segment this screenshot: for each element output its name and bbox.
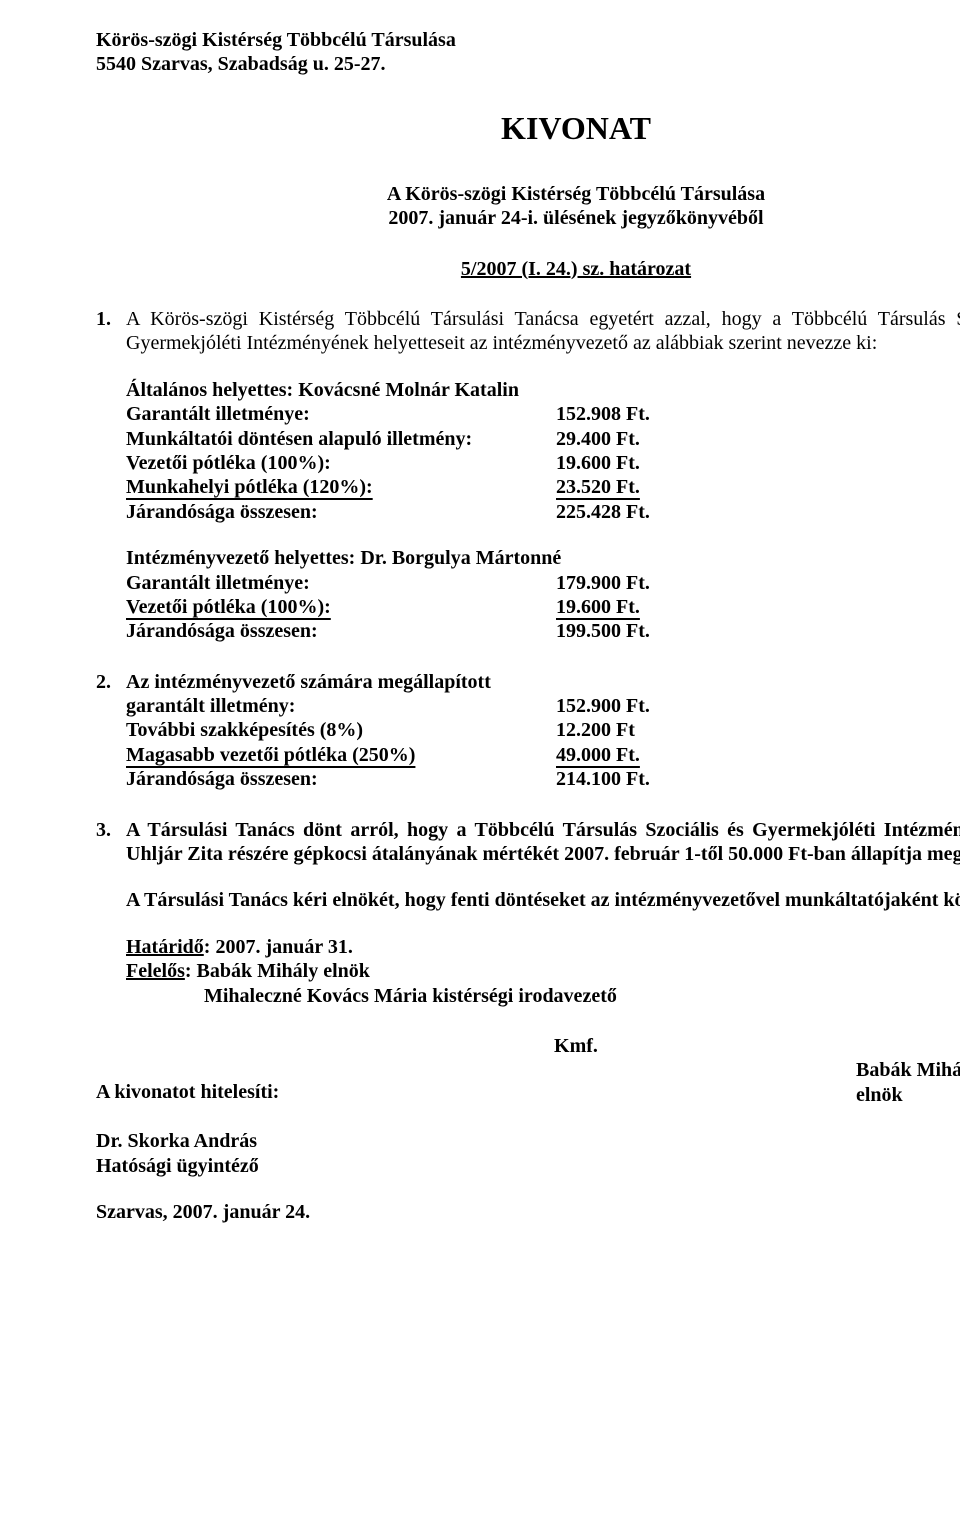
table-row: Munkahelyi pótléka (120%): 23.520 Ft. (126, 475, 960, 499)
responsible-label: Felelős (126, 960, 185, 982)
row-label: Vezetői pótléka (100%): (126, 595, 556, 619)
subtitle-line1: A Körös-szögi Kistérség Többcélú Társulá… (96, 182, 960, 206)
row-value: 225.428 Ft. (556, 500, 960, 524)
row-label: Járandósága összesen: (126, 500, 556, 524)
row-value: 29.400 Ft. (556, 427, 960, 451)
table-row: Járandósága összesen: 199.500 Ft. (126, 619, 960, 643)
list-item-1: 1. A Körös-szögi Kistérség Többcélú Társ… (96, 307, 960, 644)
list-number-3: 3. (96, 818, 126, 1008)
row-value: 19.600 Ft. (556, 595, 960, 619)
item2-lead: Az intézményvezető számára megállapított (126, 670, 960, 694)
page-title: KIVONAT (96, 109, 960, 148)
table-row: garantált illetmény: 152.900 Ft. (126, 694, 960, 718)
row-label: További szakképesítés (8%) (126, 718, 556, 742)
cert-name: Dr. Skorka András (96, 1129, 960, 1153)
row-label: Magasabb vezetői pótléka (250%) (126, 743, 556, 767)
item1-intro: A Körös-szögi Kistérség Többcélú Társulá… (126, 307, 960, 356)
table-row: Garantált illetménye: 152.908 Ft. (126, 402, 960, 426)
deadline-line: Határidő: 2007. január 31. (126, 935, 960, 959)
item3-para1: A Társulási Tanács dönt arról, hogy a Tö… (126, 818, 960, 867)
sign-name: Babák Mihály (856, 1058, 960, 1082)
inst-deputy-title: Intézményvezető helyettes: Dr. Borgulya … (126, 546, 960, 570)
table-row: Vezetői pótléka (100%): 19.600 Ft. (126, 451, 960, 475)
table-row: Munkáltatói döntésen alapuló illetmény: … (126, 427, 960, 451)
sign-title: elnök (856, 1083, 960, 1107)
table-row: Magasabb vezetői pótléka (250%) 49.000 F… (126, 743, 960, 767)
signature-block: A kivonatot hitelesíti: Babák Mihály eln… (96, 1058, 960, 1107)
table-row: Vezetői pótléka (100%): 19.600 Ft. (126, 595, 960, 619)
row-value: 199.500 Ft. (556, 619, 960, 643)
row-label: Járandósága összesen: (126, 767, 556, 791)
table-row: További szakképesítés (8%) 12.200 Ft (126, 718, 960, 742)
list-item-3: 3. A Társulási Tanács dönt arról, hogy a… (96, 818, 960, 1008)
responsible-line: Felelős: Babák Mihály elnök (126, 959, 960, 983)
row-value: 12.200 Ft (556, 718, 960, 742)
row-value: 152.900 Ft. (556, 694, 960, 718)
subtitle-line2: 2007. január 24-i. ülésének jegyzőkönyvé… (96, 206, 960, 230)
table-row: Járandósága összesen: 225.428 Ft. (126, 500, 960, 524)
row-label: Garantált illetménye: (126, 571, 556, 595)
org-name: Körös-szögi Kistérség Többcélú Társulása (96, 28, 960, 52)
responsible-line2: Mihaleczné Kovács Mária kistérségi iroda… (126, 984, 960, 1008)
table-row: Garantált illetménye: 179.900 Ft. (126, 571, 960, 595)
row-label: Járandósága összesen: (126, 619, 556, 643)
list-item-2: 2. Az intézményvezető számára megállapít… (96, 670, 960, 792)
row-label: Vezetői pótléka (100%): (126, 451, 556, 475)
cert-title: Hatósági ügyintéző (96, 1154, 960, 1178)
item3-para2: A Társulási Tanács kéri elnökét, hogy fe… (126, 888, 960, 912)
footer-date: Szarvas, 2007. január 24. (96, 1200, 960, 1224)
kmf: Kmf. (96, 1034, 960, 1058)
list-number-2: 2. (96, 670, 126, 792)
reference-line: 5/2007 (I. 24.) sz. határozat (96, 257, 960, 281)
row-label: Munkahelyi pótléka (120%): (126, 475, 556, 499)
row-label: garantált illetmény: (126, 694, 556, 718)
row-value: 23.520 Ft. (556, 475, 960, 499)
row-label: Garantált illetménye: (126, 402, 556, 426)
row-label: Munkáltatói döntésen alapuló illetmény: (126, 427, 556, 451)
row-value: 179.900 Ft. (556, 571, 960, 595)
row-value: 152.908 Ft. (556, 402, 960, 426)
row-value: 19.600 Ft. (556, 451, 960, 475)
table-row: Járandósága összesen: 214.100 Ft. (126, 767, 960, 791)
deadline-label: Határidő (126, 936, 204, 958)
org-address: 5540 Szarvas, Szabadság u. 25-27. (96, 52, 960, 76)
deadline-value: : 2007. január 31. (204, 936, 353, 958)
list-number-1: 1. (96, 307, 126, 644)
row-value: 214.100 Ft. (556, 767, 960, 791)
row-value: 49.000 Ft. (556, 743, 960, 767)
reference-number: 5/2007 (I. 24.) sz. határozat (461, 258, 691, 280)
responsible-value: : Babák Mihály elnök (185, 960, 370, 982)
cert-label: A kivonatot hitelesíti: (96, 1080, 856, 1104)
general-deputy-title: Általános helyettes: Kovácsné Molnár Kat… (126, 378, 960, 402)
